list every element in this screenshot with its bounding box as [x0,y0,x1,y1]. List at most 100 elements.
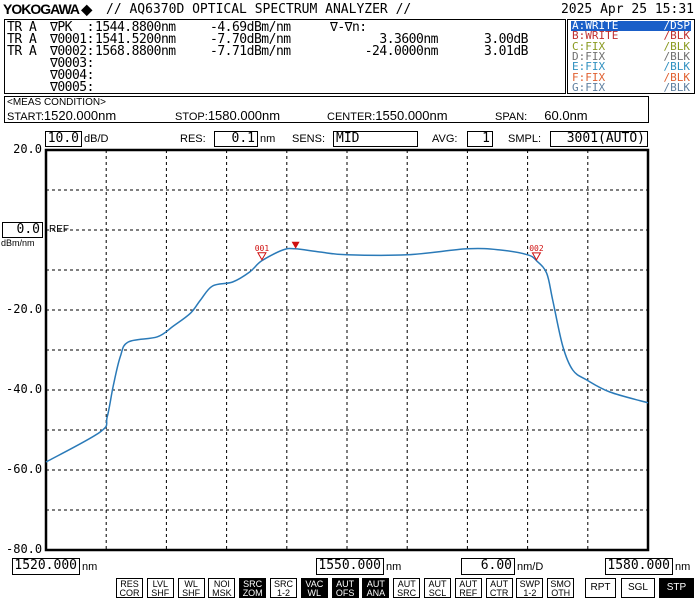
res-label: RES: [180,133,206,145]
diamond-icon: ◆ [81,1,92,17]
plot-frame [44,148,650,552]
softkey-aut-ana[interactable]: AUT ANA [362,578,390,598]
marker-trace: TR A [7,44,37,59]
marker-name: ∇0003: [50,56,94,71]
softkey-src-1-2[interactable]: SRC 1-2 [270,578,297,598]
softkey-aut-ref[interactable]: AUT REF [454,578,482,598]
trace-mode: C:FIX [572,39,606,53]
span-label: SPAN: [495,111,528,123]
res-field[interactable]: 0.1 [214,131,258,147]
softkey-line1: VAC [305,579,324,589]
marker-level: -7.71dBm/nm [210,44,291,59]
y-tick-label: -20.0 [6,302,43,316]
start-label: START: [7,111,44,123]
ref-level-field[interactable]: 0.0 [2,222,43,238]
trace-item[interactable]: G:FIX/BLK [571,80,691,94]
brand-logo: YOKOGAWA ◆ [3,1,92,18]
softkey-wl-shf[interactable]: WL SHF [177,578,205,598]
stop-wl-field[interactable]: 1580.000 [605,558,673,575]
ref-label: REF [49,224,69,235]
marker-dlvl: 3.00dB [484,32,528,47]
trace-display: /BLK [663,49,691,63]
trace-item[interactable]: A:WRITE/DSP [571,19,691,32]
marker-dwl: -24.0000nm [364,44,439,59]
trace-display: /BLK [663,70,691,84]
trace-display: /BLK [663,80,691,94]
softkey-line2: OFS [335,588,355,598]
marker-name: ∇PK : [50,20,94,35]
scale-field[interactable]: 10.0 [45,131,82,147]
start-wl-unit: nm [82,561,98,573]
softkey-line1: AUT [490,579,509,589]
y-tick-label: -60.0 [6,462,43,476]
sgl-button[interactable]: SGL [621,578,655,598]
avg-field[interactable]: 1 [467,131,493,147]
stp-button[interactable]: STP [659,578,694,598]
trace-item[interactable]: E:FIX/BLK [571,60,691,74]
y-tick-label: 20.0 [13,142,42,156]
span-div-field[interactable]: 6.00 [461,558,515,575]
softkey-lvl-shf[interactable]: LVL SHF [146,578,174,598]
start-wl-field[interactable]: 1520.000 [12,558,80,575]
softkey-line2: WL [307,588,322,598]
marker-wl: 1541.5200nm [95,32,176,47]
center-label: CENTER: [327,111,376,123]
y-tick-label: -40.0 [6,382,43,396]
softkey-line1: RES [120,579,139,589]
softkey-line1: AUT [459,579,478,589]
softkey-res-cor[interactable]: RES COR [116,578,143,598]
softkey-noi-msk[interactable]: NOI MSK [208,578,236,598]
marker-dlvl: 3.01dB [484,44,528,59]
softkey-src-zom[interactable]: SRC ZOM [239,578,267,598]
trace-item[interactable]: D:FIX/BLK [571,49,691,63]
marker-name: ∇0001: [50,32,94,47]
softkey-line2: OTH [551,588,571,598]
res-unit: nm [260,133,276,145]
softkey-line2: 1-2 [523,588,537,598]
softkey-aut-scl[interactable]: AUT SCL [424,578,451,598]
softkey-line2: CTR [489,588,509,598]
softkey-line1: LVL [152,579,168,589]
smpl-field[interactable]: 3001(AUTO) [550,131,648,147]
meas-title: <MEAS CONDITION> [7,97,106,108]
stop-value: 1580.000nm [207,108,281,123]
marker-wl: 1544.8800nm [95,20,176,35]
softkey-smo-oth[interactable]: SMO OTH [547,578,575,598]
trace-mode: G:FIX [572,80,606,94]
rpt-button[interactable]: RPT [585,578,616,598]
softkey-line1: NOI [213,579,230,589]
trace-panel: A:WRITE/DSP B:WRITE/BLK C:FIX/BLK D:FIX/BLK… [567,19,695,94]
scale-unit: dB/D [84,133,109,145]
marker-trace: TR A [7,20,37,35]
marker-dwl: 3.3600nm [379,32,438,47]
trace-display: /DSP [663,19,691,32]
trace-mode: B:WRITE [572,29,619,43]
softkey-vac-wl[interactable]: VAC WL [300,578,328,598]
trace-item[interactable]: C:FIX/BLK [571,39,691,53]
softkey-aut-ctr[interactable]: AUT CTR [485,578,513,598]
center-wl-field[interactable]: 1550.000 [316,558,384,575]
softkey-line1: AUT [397,579,416,589]
brand-text: YOKOGAWA [3,1,79,17]
softkey-line1: AUT [428,579,447,589]
softkey-aut-ofs[interactable]: AUT OFS [331,578,359,598]
y-tick-label: -80.0 [6,542,43,556]
marker-name: ∇0004: [50,68,94,83]
softkey-aut-src[interactable]: AUT SRC [393,578,421,598]
trace-item[interactable]: B:WRITE/BLK [571,29,691,43]
span-value: 60.0nm [544,108,588,123]
center-wl-unit: nm [386,561,402,573]
marker-trace: TR A [7,32,37,47]
marker-wl: 1568.8800nm [95,44,176,59]
trace-item[interactable]: F:FIX/BLK [571,70,691,84]
sens-field[interactable]: MID [333,131,418,147]
stop-wl-unit: nm [675,561,691,573]
softkey-swp-1-2[interactable]: SWP 1-2 [516,578,544,598]
marker-panel: TR A ∇PK :1544.8800nm -4.69dBm/nm TR A ∇0001… [4,19,566,94]
trace-display: /BLK [663,60,691,74]
softkey-line1: SRC [243,579,263,589]
trace-a-line [45,247,649,463]
softkey-line1: WL [184,579,198,589]
trace-display: /BLK [663,39,691,53]
start-value: 1520.000nm [43,108,117,123]
